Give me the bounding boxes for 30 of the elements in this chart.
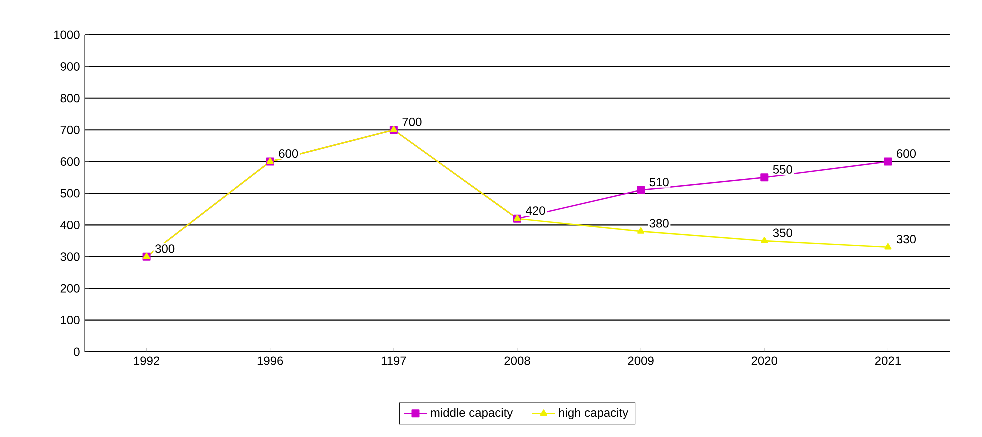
data-label: 380	[650, 219, 669, 228]
x-tick-label: 1197	[382, 356, 406, 366]
y-tick-label: 300	[60, 252, 80, 262]
data-label: 330	[896, 235, 916, 244]
data-label: 700	[402, 118, 422, 126]
data-label: 600	[279, 150, 298, 158]
x-tick-label: 2009	[628, 356, 654, 366]
legend-label: high capacity	[559, 408, 629, 420]
x-tick-label: 2008	[504, 356, 530, 366]
y-tick-label: 700	[60, 126, 80, 134]
y-tick-label: 600	[60, 158, 80, 166]
x-tick-label: 1992	[134, 356, 160, 366]
x-tick-label: 2020	[752, 356, 778, 366]
data-label: 550	[773, 165, 792, 174]
data-label: 300	[156, 244, 175, 254]
y-tick-label: 400	[60, 220, 80, 230]
y-tick-label: 900	[60, 62, 80, 71]
legend-label: middle capacity	[431, 408, 514, 420]
y-tick-label: 0	[74, 348, 80, 356]
y-tick-label: 100	[61, 316, 80, 325]
data-label: 600	[897, 150, 916, 158]
y-tick-label: 500	[60, 189, 80, 198]
data-label: 350	[773, 228, 792, 238]
y-tick-label: 1000	[54, 30, 80, 40]
data-label: 420	[526, 206, 546, 216]
y-tick-label: 800	[60, 94, 80, 103]
y-tick-label: 200	[60, 284, 80, 293]
data-label: 510	[650, 178, 669, 187]
x-tick-label: 1996	[258, 356, 284, 366]
x-tick-label: 2021	[875, 356, 901, 366]
